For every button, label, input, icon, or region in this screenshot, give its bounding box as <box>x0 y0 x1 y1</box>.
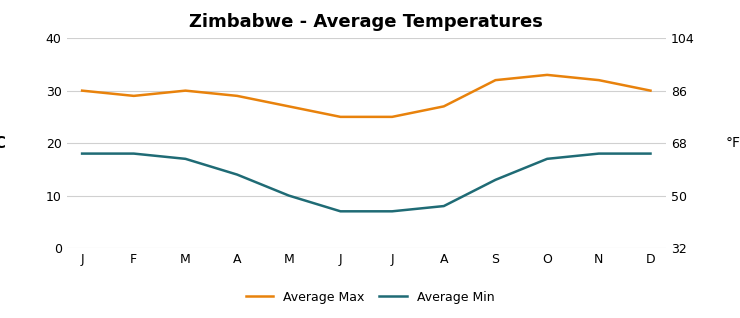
Average Max <box>491 78 500 82</box>
Title: Zimbabwe - Average Temperatures: Zimbabwe - Average Temperatures <box>189 13 543 31</box>
Legend: Average Max, Average Min: Average Max, Average Min <box>240 286 500 308</box>
Average Max <box>594 78 603 82</box>
Average Min <box>388 209 397 213</box>
Average Max <box>646 89 655 93</box>
Average Min <box>130 152 138 156</box>
Average Max <box>440 105 448 108</box>
Line: Average Max: Average Max <box>82 75 650 117</box>
Average Min <box>78 152 87 156</box>
Average Max <box>542 73 551 77</box>
Average Min <box>336 209 345 213</box>
Average Min <box>440 204 448 208</box>
Average Min <box>232 173 241 176</box>
Text: °C: °C <box>0 135 7 151</box>
Average Max <box>232 94 241 98</box>
Average Max <box>78 89 87 93</box>
Average Max <box>181 89 190 93</box>
Line: Average Min: Average Min <box>82 154 650 211</box>
Average Min <box>542 157 551 161</box>
Average Min <box>181 157 190 161</box>
Average Max <box>284 105 293 108</box>
Average Max <box>130 94 138 98</box>
Average Min <box>284 194 293 197</box>
Average Min <box>646 152 655 156</box>
Average Min <box>594 152 603 156</box>
Average Max <box>336 115 345 119</box>
Text: °F: °F <box>726 136 740 150</box>
Average Max <box>388 115 397 119</box>
Average Min <box>491 178 500 182</box>
